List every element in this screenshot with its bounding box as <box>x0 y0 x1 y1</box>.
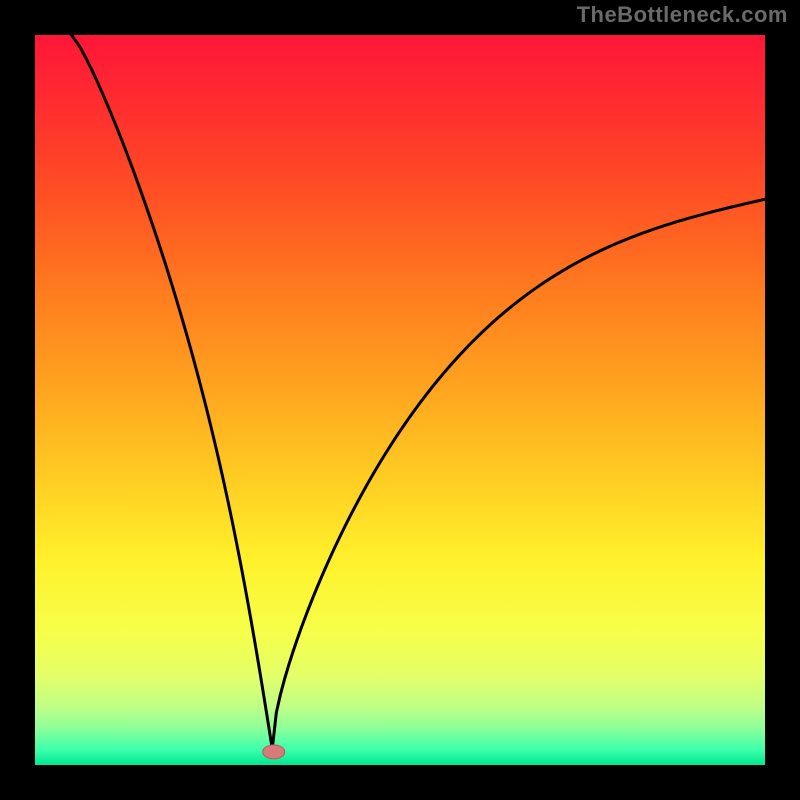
gradient-background <box>35 35 765 765</box>
optimal-point-marker <box>263 745 285 759</box>
watermark: TheBottleneck.com <box>577 2 788 28</box>
chart-container: TheBottleneck.com <box>0 0 800 800</box>
plot-svg <box>35 35 765 765</box>
plot-area <box>35 35 765 765</box>
